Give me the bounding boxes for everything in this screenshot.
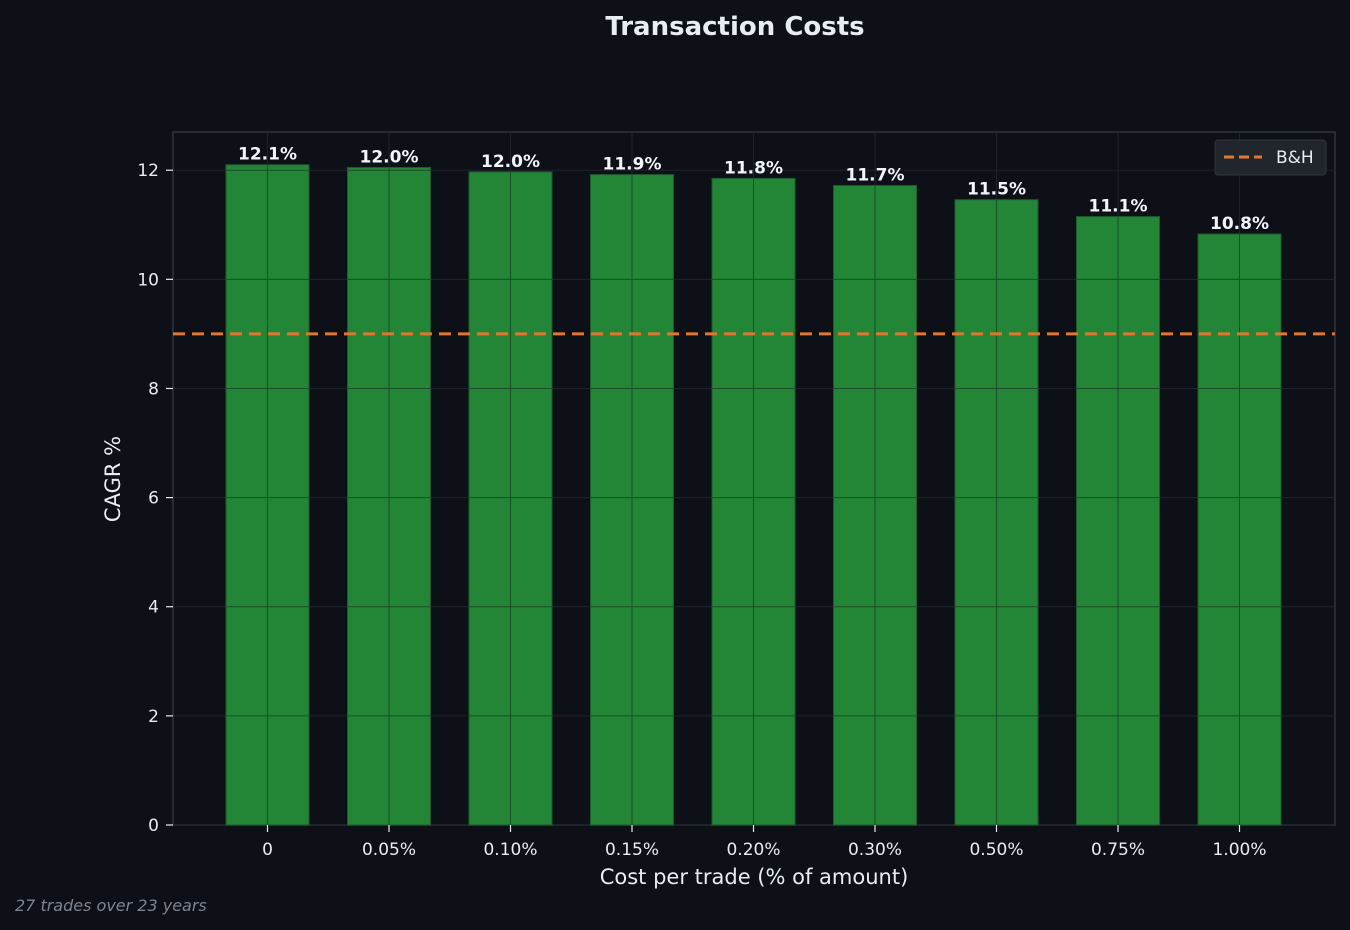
y-axis-label: CAGR % [101,436,125,522]
footnote: 27 trades over 23 years [15,896,207,915]
x-tick-label: 0.10% [483,840,537,860]
y-tick-label: 2 [148,707,159,727]
y-axis-ticks: 0 2 4 6 8 10 12 [137,161,173,836]
y-tick-label: 6 [148,489,159,509]
y-tick-label: 8 [148,379,159,399]
data-label: 11.9% [603,155,662,175]
data-label: 12.1% [238,145,297,165]
x-tick-label: 0.05% [362,840,416,860]
chart-title: Transaction Costs [605,12,864,42]
data-labels: 12.1% 12.0% 12.0% 11.9% 11.8% 11.7% 11.5% 11.1%… [238,145,1269,234]
data-label: 10.8% [1210,214,1269,234]
y-tick-label: 0 [148,816,159,836]
x-tick-label: 0.75% [1091,840,1145,860]
data-label: 12.0% [481,152,540,172]
x-tick-label: 0.50% [969,840,1023,860]
x-tick-label: 0.15% [605,840,659,860]
x-tick-label: 1.00% [1212,840,1266,860]
y-tick-label: 12 [137,161,159,181]
legend: B&H [1214,139,1327,176]
data-label: 11.8% [724,158,783,178]
data-label: 11.7% [846,165,905,185]
x-tick-label: 0 [262,840,273,860]
legend-box [1214,139,1327,176]
data-label: 12.0% [360,147,419,167]
data-label: 11.5% [967,180,1026,200]
x-axis-ticks: 0 0.05% 0.10% 0.15% 0.20% 0.30% 0.50% 0.75% 1.00… [262,825,1267,860]
y-tick-label: 10 [137,270,159,290]
x-tick-label: 0.30% [848,840,902,860]
x-tick-label: 0.20% [726,840,780,860]
data-label: 11.1% [1089,197,1148,217]
y-tick-label: 4 [148,598,159,618]
legend-label-bh: B&H [1276,148,1314,168]
x-axis-label: Cost per trade (% of amount) [600,865,909,889]
